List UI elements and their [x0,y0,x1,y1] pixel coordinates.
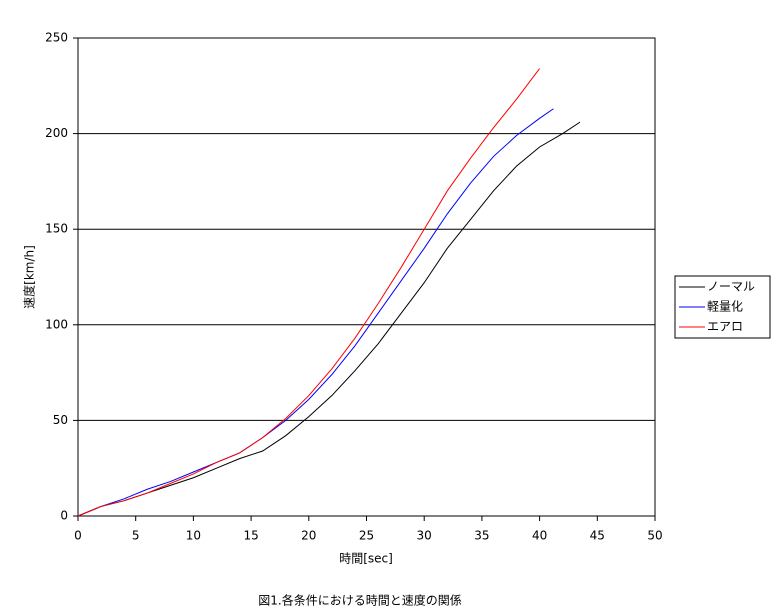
x-tick-label: 0 [74,529,82,543]
x-tick-label: 40 [532,529,547,543]
x-tick-label: 30 [417,529,432,543]
plot-frame [77,37,656,517]
legend-label: エアロ [707,320,743,334]
chart-title: 図1.各条件における時間と速度の関係 [258,593,461,608]
x-tick-label: 15 [243,529,258,543]
legend-label: ノーマル [707,280,755,294]
y-tick-label: 200 [45,126,68,140]
y-axis-label: 速度[km/h] [22,245,37,309]
series-line [77,121,581,517]
y-tick-label: 0 [60,509,68,523]
y-tick-label: 50 [53,413,68,427]
y-tick-label: 100 [45,317,68,331]
x-tick-label: 10 [186,529,201,543]
y-tick-label: 250 [45,31,68,45]
y-tick-label: 150 [45,222,68,236]
x-tick-label: 45 [590,529,605,543]
x-tick-label: 20 [301,529,316,543]
series-line [77,68,540,517]
x-tick-label: 50 [647,529,662,543]
x-tick-label: 5 [132,529,140,543]
legend-label: 軽量化 [707,300,743,314]
x-tick-label: 25 [359,529,374,543]
series-line [77,108,554,517]
x-tick-label: 35 [474,529,489,543]
x-axis-label: 時間[sec] [339,552,393,566]
